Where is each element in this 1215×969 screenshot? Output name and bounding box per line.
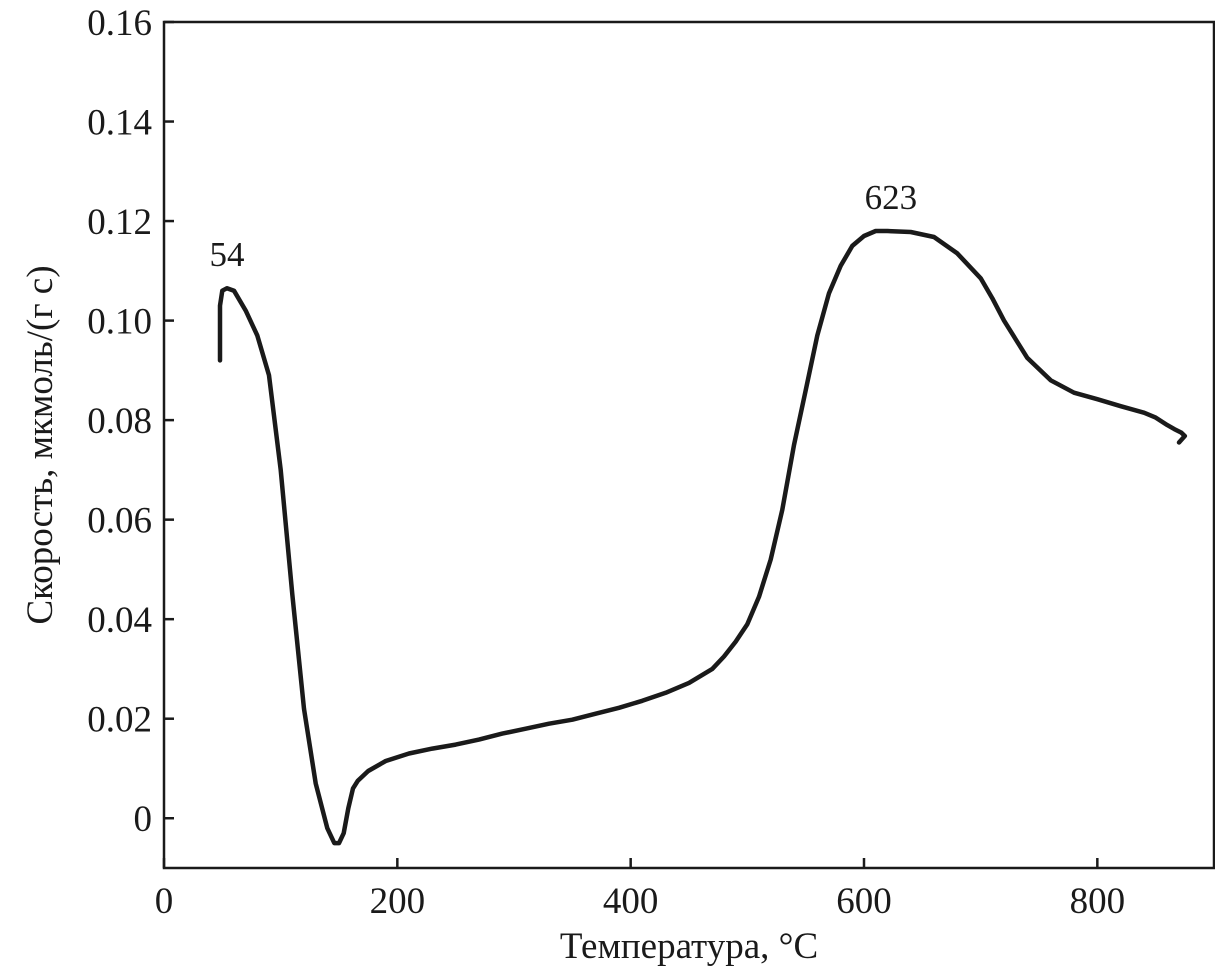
- y-axis-title: Скорость, мкмоль/(г с): [20, 265, 61, 624]
- series-line: [217, 228, 1188, 846]
- y-tick-label: 0.16: [87, 3, 152, 44]
- y-tick-label: 0.02: [87, 700, 152, 741]
- peak-label: 623: [865, 178, 918, 217]
- plot-frame: [162, 20, 1215, 870]
- y-tick-label: 0: [134, 799, 153, 840]
- x-tick-label: 400: [603, 881, 659, 922]
- y-tick-label: 0.12: [87, 202, 152, 243]
- x-axis-ticks: 0 200 400 600 800: [155, 858, 1125, 922]
- y-tick-label: 0.10: [87, 302, 152, 343]
- y-tick-label: 0.04: [87, 600, 152, 641]
- x-tick-label: 200: [370, 881, 426, 922]
- y-tick-label: 0.06: [87, 501, 152, 542]
- y-tick-label: 0.14: [87, 103, 152, 144]
- x-tick-label: 0: [155, 881, 174, 922]
- y-axis-ticks: 0 0.02 0.04 0.06 0.08 0.10 0.12 0.14 0.16: [87, 3, 174, 840]
- x-tick-label: 600: [836, 881, 892, 922]
- y-tick-label: 0.08: [87, 401, 152, 442]
- x-axis-title: Температура, °C: [560, 926, 818, 967]
- peak-annotations: 54 623: [210, 178, 918, 274]
- peak-label: 54: [210, 235, 245, 274]
- x-tick-label: 800: [1070, 881, 1126, 922]
